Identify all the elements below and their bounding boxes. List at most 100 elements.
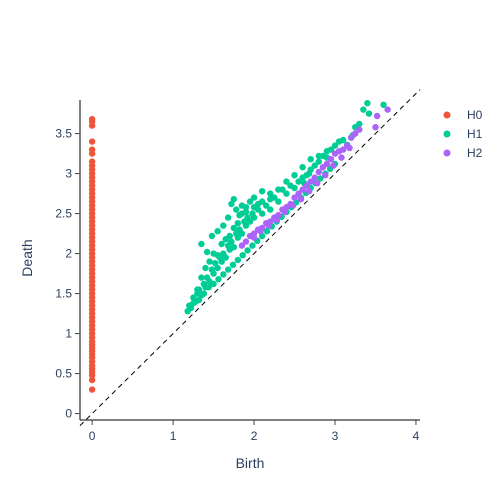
- point-h1: [214, 264, 221, 272]
- point-h0: [88, 386, 96, 393]
- point-h2: [273, 216, 280, 224]
- point-h1: [380, 101, 387, 109]
- point-h1: [311, 162, 318, 169]
- point-h1: [211, 260, 219, 267]
- point-h1: [218, 258, 225, 265]
- y-tick-label: 3.5: [55, 127, 72, 141]
- point-h1: [339, 136, 347, 144]
- x-tick-label: 0: [89, 429, 96, 443]
- point-h1: [360, 106, 367, 113]
- point-h1: [275, 186, 282, 193]
- point-h1: [317, 175, 324, 182]
- point-h2: [299, 186, 306, 193]
- point-h1: [365, 110, 373, 117]
- point-h2: [323, 160, 331, 168]
- point-h1: [364, 100, 371, 107]
- point-h2: [372, 124, 379, 131]
- point-h1: [236, 212, 243, 219]
- point-h2: [265, 222, 272, 229]
- x-tick-label: 1: [170, 429, 177, 443]
- point-h2: [322, 172, 329, 179]
- point-h1: [258, 198, 266, 205]
- point-h2: [281, 208, 289, 216]
- legend-label-h1: H1: [467, 127, 483, 141]
- x-ticks: 0 1 2 3 4: [89, 420, 420, 443]
- point-h1: [215, 276, 222, 283]
- point-h1: [250, 194, 258, 201]
- point-h2: [303, 182, 310, 189]
- y-tick-label: 1.5: [55, 287, 72, 301]
- y-tick-label: 2.5: [55, 207, 72, 221]
- point-h1: [239, 252, 246, 259]
- legend-marker-h2: [443, 149, 451, 157]
- point-h1: [258, 232, 266, 240]
- point-h2: [238, 242, 246, 249]
- point-h1: [275, 198, 282, 205]
- point-h1: [190, 300, 197, 307]
- point-h1: [283, 190, 290, 197]
- point-h1: [202, 264, 209, 272]
- point-h1: [203, 248, 211, 256]
- point-h2: [373, 112, 381, 120]
- point-h1: [238, 202, 246, 209]
- y-ticks: 0 0.5 1 1.5 2 2.5 3 3.5: [55, 127, 80, 421]
- point-h1: [198, 240, 205, 248]
- point-h1: [250, 214, 258, 221]
- legend-item-h2: H2: [443, 146, 483, 160]
- legend-item-h0: H0: [443, 108, 483, 122]
- point-h2: [346, 144, 353, 152]
- point-h1: [315, 158, 323, 165]
- point-h2: [242, 238, 250, 245]
- point-h1: [210, 270, 217, 277]
- point-h2: [289, 202, 297, 209]
- point-h1: [226, 232, 233, 240]
- point-h2: [352, 130, 359, 137]
- point-h1: [356, 120, 363, 128]
- point-h1: [214, 228, 221, 235]
- point-h2: [250, 234, 258, 241]
- point-h1: [220, 222, 227, 229]
- series-h1: [184, 100, 387, 315]
- point-h1: [205, 284, 212, 291]
- point-h1: [198, 274, 205, 281]
- point-h1: [230, 244, 238, 251]
- y-tick-label: 0: [65, 407, 72, 421]
- point-h2: [327, 156, 335, 163]
- point-h1: [242, 208, 250, 216]
- point-h1: [262, 202, 270, 209]
- point-h0: [88, 146, 96, 153]
- point-h1: [327, 146, 335, 153]
- point-h1: [305, 170, 313, 177]
- point-h2: [338, 154, 345, 161]
- point-h1: [233, 206, 240, 213]
- point-h1: [234, 234, 242, 241]
- x-tick-label: 4: [413, 429, 420, 443]
- point-h1: [210, 280, 217, 288]
- point-h1: [230, 196, 238, 203]
- x-tick-label: 3: [332, 429, 339, 443]
- point-h2: [257, 228, 264, 235]
- series-h0: [88, 116, 96, 393]
- point-h1: [195, 296, 203, 304]
- point-h2: [291, 194, 298, 201]
- diagonal-line: [79, 89, 421, 426]
- point-h1: [258, 210, 266, 217]
- y-tick-label: 1: [65, 327, 72, 341]
- point-h2: [275, 212, 282, 219]
- point-h1: [228, 238, 235, 245]
- point-h1: [220, 271, 227, 278]
- series-h2: [238, 106, 391, 249]
- point-h2: [330, 162, 337, 169]
- point-h2: [307, 178, 314, 185]
- y-tick-label: 3: [65, 167, 72, 181]
- point-h1: [283, 178, 290, 185]
- point-h1: [331, 142, 339, 149]
- point-h1: [315, 152, 323, 160]
- point-h2: [311, 174, 318, 181]
- point-h0: [88, 376, 96, 384]
- legend: H0 H1 H2: [443, 108, 483, 160]
- point-h2: [339, 146, 347, 153]
- point-h2: [295, 190, 302, 197]
- point-h1: [295, 178, 302, 185]
- point-h1: [194, 286, 201, 293]
